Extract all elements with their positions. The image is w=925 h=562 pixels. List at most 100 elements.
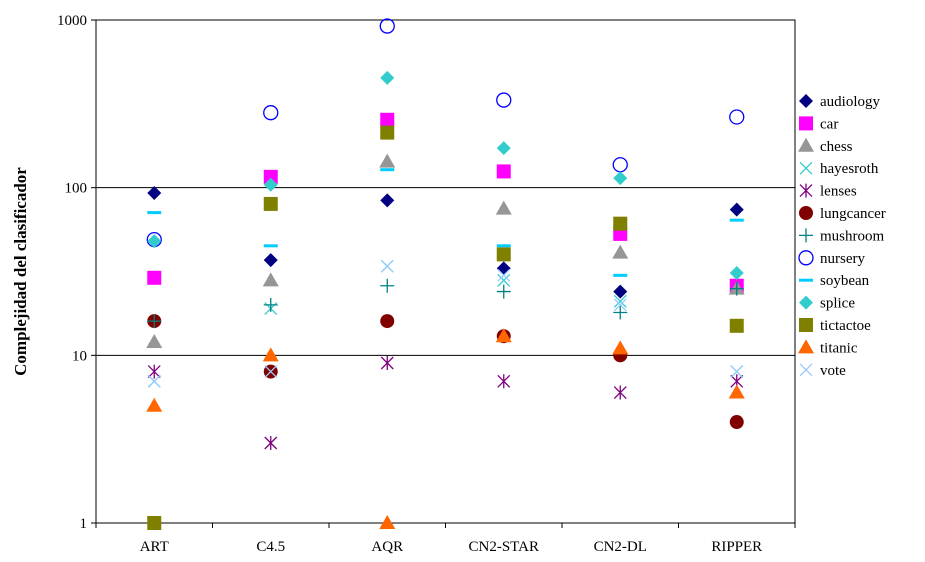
data-point-car	[263, 169, 278, 184]
data-point-audiology	[613, 284, 628, 299]
legend-entry-tictactoe: tictactoe	[799, 318, 871, 334]
data-point-mushroom	[729, 281, 744, 296]
legend-entry-lenses: lenses	[799, 183, 857, 200]
data-point-chess	[146, 334, 163, 349]
data-point-vote	[380, 259, 394, 273]
data-point-lungcancer	[380, 314, 395, 329]
data-point-nursery	[729, 109, 745, 125]
legend-entry-vote: vote	[799, 363, 846, 379]
legend: audiology car chess hayesroth lenses lungcanc…	[798, 94, 886, 379]
legend-entry-splice: splice	[799, 295, 855, 312]
data-point-car	[380, 112, 395, 127]
data-point-lenses	[497, 374, 511, 389]
x-tick-label: ART	[140, 539, 169, 555]
series-tictactoe	[147, 125, 744, 530]
legend-label: car	[820, 116, 838, 132]
legend-entry-chess: chess	[798, 137, 853, 155]
legend-marker	[799, 318, 813, 332]
data-point-vote	[147, 374, 161, 388]
y-tick-label: 1000	[57, 13, 87, 29]
data-point-nursery	[496, 92, 512, 108]
data-point-vote	[497, 268, 511, 282]
data-point-splice	[613, 171, 628, 186]
data-point-audiology	[263, 253, 278, 268]
legend-entry-titanic: titanic	[798, 339, 858, 356]
series-titanic	[146, 328, 745, 529]
data-point-lenses	[613, 385, 627, 400]
series-hayesroth	[147, 259, 744, 388]
legend-label: mushroom	[820, 228, 885, 244]
legend-marker	[799, 161, 813, 175]
data-point-nursery	[263, 105, 279, 121]
plot-area-frame	[95, 19, 796, 524]
series-mushroom	[147, 278, 744, 329]
data-point-splice	[729, 265, 744, 280]
series-lungcancer	[147, 314, 744, 430]
data-point-tictactoe	[147, 516, 162, 530]
legend-label: nursery	[820, 251, 865, 267]
data-point-tictactoe	[263, 196, 278, 211]
data-point-vote	[730, 365, 744, 379]
legend-entry-lungcancer: lungcancer	[799, 206, 886, 222]
legend-label: lungcancer	[820, 206, 886, 222]
legend-label: titanic	[820, 340, 858, 356]
data-point-titanic	[728, 384, 745, 399]
data-point-titanic	[262, 347, 279, 362]
data-point-audiology	[380, 193, 395, 208]
legend-marker	[798, 250, 814, 266]
data-points	[146, 18, 745, 530]
data-point-mushroom	[380, 278, 395, 293]
data-point-hayesroth	[497, 273, 511, 287]
data-point-audiology	[496, 261, 511, 276]
legend-entry-car: car	[799, 116, 838, 132]
x-tick-label: CN2-STAR	[469, 539, 539, 555]
legend-label: hayesroth	[820, 161, 879, 177]
data-point-mushroom	[147, 314, 162, 329]
data-point-titanic	[146, 397, 163, 412]
data-point-vote	[264, 365, 278, 379]
data-point-chess	[495, 200, 512, 215]
data-point-titanic	[612, 340, 629, 355]
data-point-splice	[380, 70, 395, 85]
legend-entry-audiology: audiology	[799, 94, 880, 110]
series-vote	[147, 259, 744, 388]
y-axis-ticks: 1 10 100 1000	[57, 13, 96, 532]
data-point-splice	[147, 234, 162, 249]
legend-entry-soybean: soybean	[799, 273, 870, 289]
legend-marker	[799, 116, 813, 131]
y-tick-label: 100	[65, 181, 88, 197]
data-point-vote	[613, 298, 627, 312]
data-point-audiology	[147, 185, 162, 200]
data-point-splice	[263, 177, 278, 192]
data-point-chess	[379, 153, 396, 168]
legend-entry-nursery: nursery	[798, 250, 865, 267]
data-point-mushroom	[496, 284, 511, 299]
y-tick-label: 10	[72, 348, 87, 364]
data-point-tictactoe	[613, 216, 628, 231]
data-point-tictactoe	[729, 318, 744, 333]
data-point-nursery	[612, 157, 628, 173]
data-point-splice	[496, 141, 511, 156]
legend-label: lenses	[820, 184, 857, 200]
legend-label: tictactoe	[820, 318, 871, 334]
legend-entry-mushroom: mushroom	[799, 228, 885, 244]
legend-label: audiology	[820, 94, 880, 110]
legend-label: splice	[820, 296, 855, 312]
data-point-lenses	[264, 436, 278, 451]
legend-marker	[799, 206, 813, 220]
legend-entry-hayesroth: hayesroth	[799, 161, 879, 177]
gridlines	[96, 19, 795, 524]
data-point-lenses	[380, 356, 394, 371]
legend-marker	[799, 94, 813, 108]
legend-marker	[798, 137, 814, 152]
y-tick-label: 1	[80, 516, 88, 532]
data-point-chess	[612, 244, 629, 259]
series-audiology	[147, 185, 744, 299]
x-tick-label: RIPPER	[711, 539, 762, 555]
data-point-nursery	[379, 18, 395, 34]
data-point-mushroom	[613, 305, 628, 320]
data-point-titanic	[379, 515, 396, 529]
legend-marker	[798, 339, 814, 354]
legend-label: chess	[820, 139, 853, 155]
